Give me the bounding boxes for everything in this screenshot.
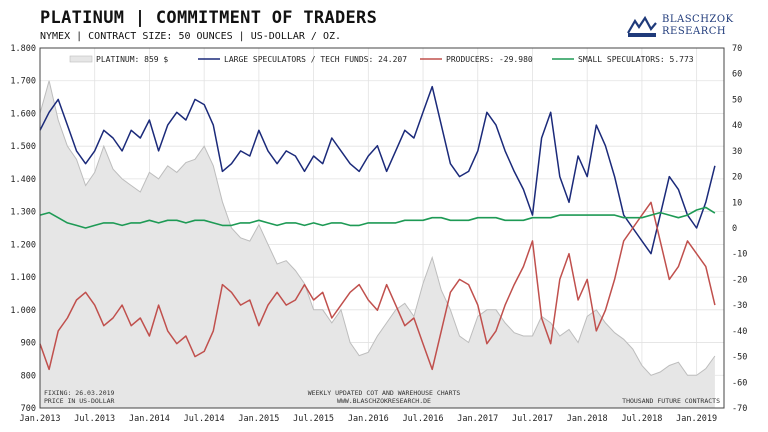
right-tick-label: 30 (732, 147, 742, 157)
left-tick-label: 1.600 (10, 109, 36, 119)
logo-icon (626, 15, 658, 38)
x-tick-label: Jul.2016 (403, 414, 444, 424)
series-line-speculators (39, 85, 716, 255)
platinum-area-fill (40, 80, 715, 408)
x-tick-label: Jan.2013 (20, 414, 61, 424)
left-tick-label: 1.500 (10, 142, 36, 152)
right-tick-label: -70 (732, 404, 747, 414)
legend: PLATINUM: 859 $ LARGE SPECULATORS / TECH … (69, 55, 694, 64)
left-tick-label: 1.100 (10, 273, 36, 283)
left-tick-label: 900 (21, 339, 36, 349)
left-tick-label: 700 (21, 404, 36, 414)
x-tick-label: Jan.2018 (567, 414, 608, 424)
right-tick-label: -30 (732, 301, 747, 311)
x-tick-label: Jul.2018 (621, 414, 662, 424)
x-tick-label: Jan.2015 (238, 414, 279, 424)
note-fixing: FIXING: 26.03.2019 (44, 389, 115, 397)
note-price-unit: PRICE IN US-DOLLAR (44, 397, 115, 405)
left-tick-label: 1.400 (10, 175, 36, 185)
plot-frame (39, 47, 725, 409)
series-lines (39, 85, 716, 371)
note-center-1: WEEKLY UPDATED COT AND WAREHOUSE CHARTS (308, 389, 461, 397)
left-tick-label: 1.200 (10, 240, 36, 250)
x-tick-label: Jan.2014 (129, 414, 170, 424)
left-tick-label: 1.300 (10, 208, 36, 218)
x-tick-label: Jul.2015 (293, 414, 334, 424)
x-tick-label: Jul.2013 (74, 414, 115, 424)
x-tick-label: Jul.2017 (512, 414, 553, 424)
x-tick-label: Jan.2016 (348, 414, 389, 424)
x-tick-label: Jul.2014 (184, 414, 225, 424)
right-tick-label: -40 (732, 327, 747, 337)
left-tick-label: 1.000 (10, 306, 36, 316)
right-tick-label: -50 (732, 353, 747, 363)
right-tick-label: 40 (732, 121, 742, 131)
right-tick-label: 10 (732, 198, 742, 208)
chart-title: PLATINUM | COMMITMENT OF TRADERS (40, 8, 378, 28)
left-tick-label: 1.700 (10, 77, 36, 87)
chart-subtitle: NYMEX | CONTRACT SIZE: 50 OUNCES | US-DO… (40, 31, 342, 42)
right-tick-label: -10 (732, 250, 747, 260)
right-tick-label: 20 (732, 173, 742, 183)
series-line-small (39, 206, 716, 229)
right-tick-label: 0 (732, 224, 737, 234)
note-right: THOUSAND FUTURE CONTRACTS (622, 397, 720, 405)
x-tick-label: Jan.2019 (676, 414, 717, 424)
left-tick-label: 800 (21, 371, 36, 381)
right-tick-label: 60 (732, 70, 742, 80)
legend-label-platinum: PLATINUM: 859 $ (96, 55, 168, 64)
x-tick-label: Jan.2017 (457, 414, 498, 424)
legend-label-speculators: LARGE SPECULATORS / TECH FUNDS: 24.207 (224, 55, 407, 64)
legend-label-producers: PRODUCERS: -29.980 (446, 55, 533, 64)
right-tick-label: -60 (732, 378, 747, 388)
left-tick-label: 1.800 (10, 44, 36, 54)
axes: 1.800 1.700 1.600 1.500 1.400 1.300 1.200 1.100… (10, 44, 747, 424)
legend-label-small: SMALL SPECULATORS: 5.773 (578, 55, 694, 64)
legend-swatch-platinum (69, 55, 93, 63)
right-tick-label: -20 (732, 275, 747, 285)
logo-line1: BLASCHZOK (662, 14, 734, 25)
right-tick-label: 50 (732, 95, 742, 105)
note-center-2: WWW.BLASCHZOKRESEARCH.DE (337, 397, 431, 405)
logo-line2: RESEARCH (662, 26, 727, 37)
series-line-producers (39, 201, 716, 371)
right-tick-label: 70 (732, 44, 742, 54)
